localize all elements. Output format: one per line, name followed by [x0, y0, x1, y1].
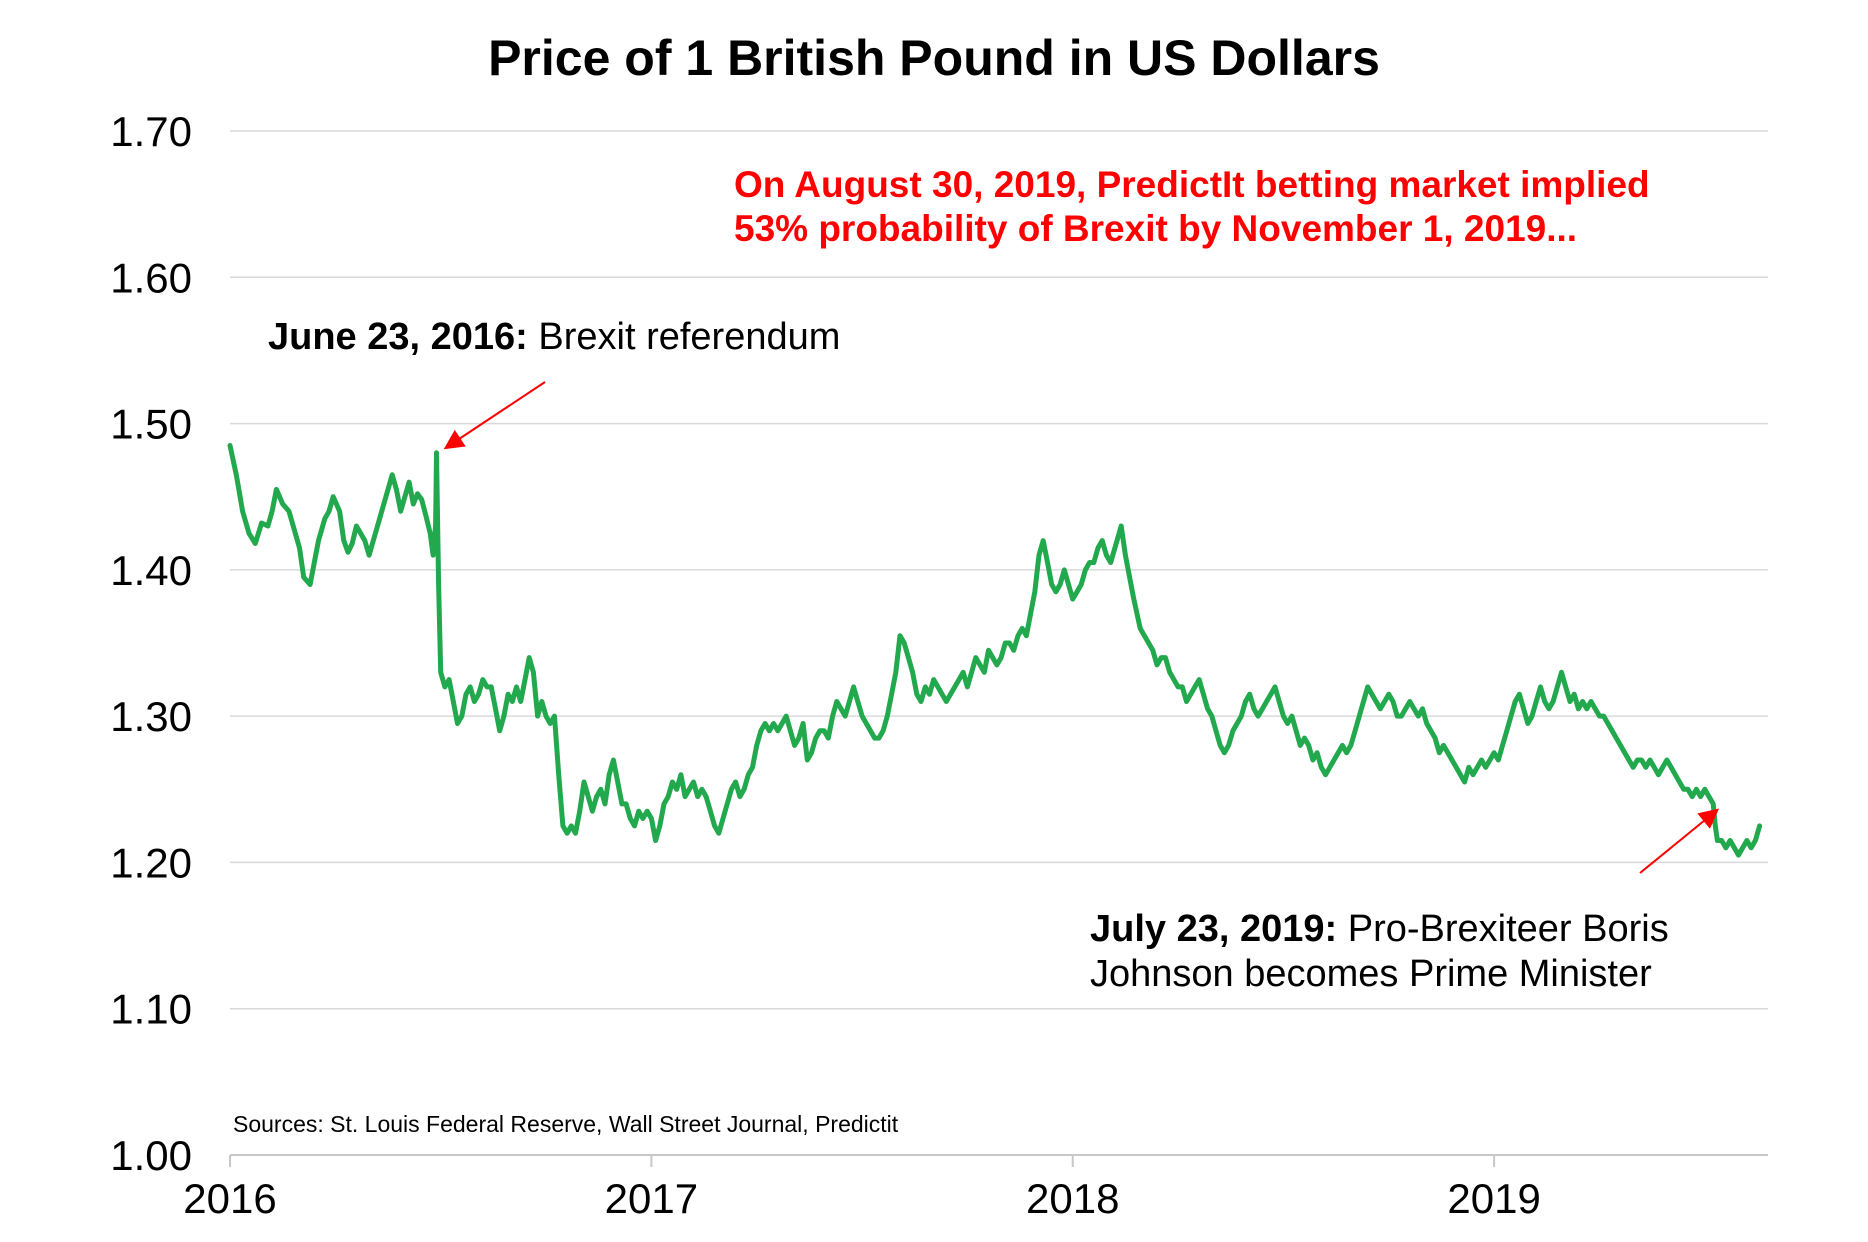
annotation-johnson-line2: Johnson becomes Prime Minister [1090, 953, 1652, 995]
y-tick-label: 1.00 [110, 1132, 192, 1179]
y-tick-label: 1.40 [110, 547, 192, 594]
y-tick-label: 1.10 [110, 986, 192, 1033]
y-tick-label: 1.50 [110, 401, 192, 448]
annotation-referendum-date: June 23, 2016: [268, 316, 528, 358]
x-tick-label: 2017 [605, 1175, 698, 1222]
annotation-referendum: June 23, 2016: Brexit referendum [268, 316, 840, 358]
annotation-johnson-line1: July 23, 2019: Pro-Brexiteer Boris [1090, 908, 1669, 950]
arrow-johnson [1639, 808, 1720, 874]
series-line [227, 443, 1763, 858]
y-tick-label: 1.70 [110, 108, 192, 155]
annotation-referendum-text: Brexit referendum [528, 316, 841, 358]
annotation-predictit-line1: On August 30, 2019, PredictIt betting ma… [734, 164, 1650, 205]
x-tick-label: 2016 [183, 1175, 276, 1222]
y-tick-label: 1.30 [110, 693, 192, 740]
source-note: Sources: St. Louis Federal Reserve, Wall… [233, 1111, 899, 1137]
y-tick-label: 1.20 [110, 839, 192, 886]
x-axis: 2016 2017 2018 2019 [183, 1154, 1768, 1222]
annotation-johnson-date: July 23, 2019: [1090, 908, 1337, 950]
y-tick-label: 1.60 [110, 254, 192, 301]
chart-title: Price of 1 British Pound in US Dollars [488, 30, 1380, 86]
annotation-johnson-text: Pro-Brexiteer Boris [1337, 908, 1669, 950]
annotation-predictit-line2: 53% probability of Brexit by November 1,… [734, 208, 1577, 249]
grid-lines [230, 130, 1768, 1010]
x-tick-label: 2019 [1447, 1175, 1540, 1222]
x-tick-label: 2018 [1026, 1175, 1119, 1222]
arrow-referendum [443, 381, 546, 450]
y-axis-ticks: 1.00 1.10 1.20 1.30 1.40 1.50 1.60 1.70 [110, 108, 192, 1179]
